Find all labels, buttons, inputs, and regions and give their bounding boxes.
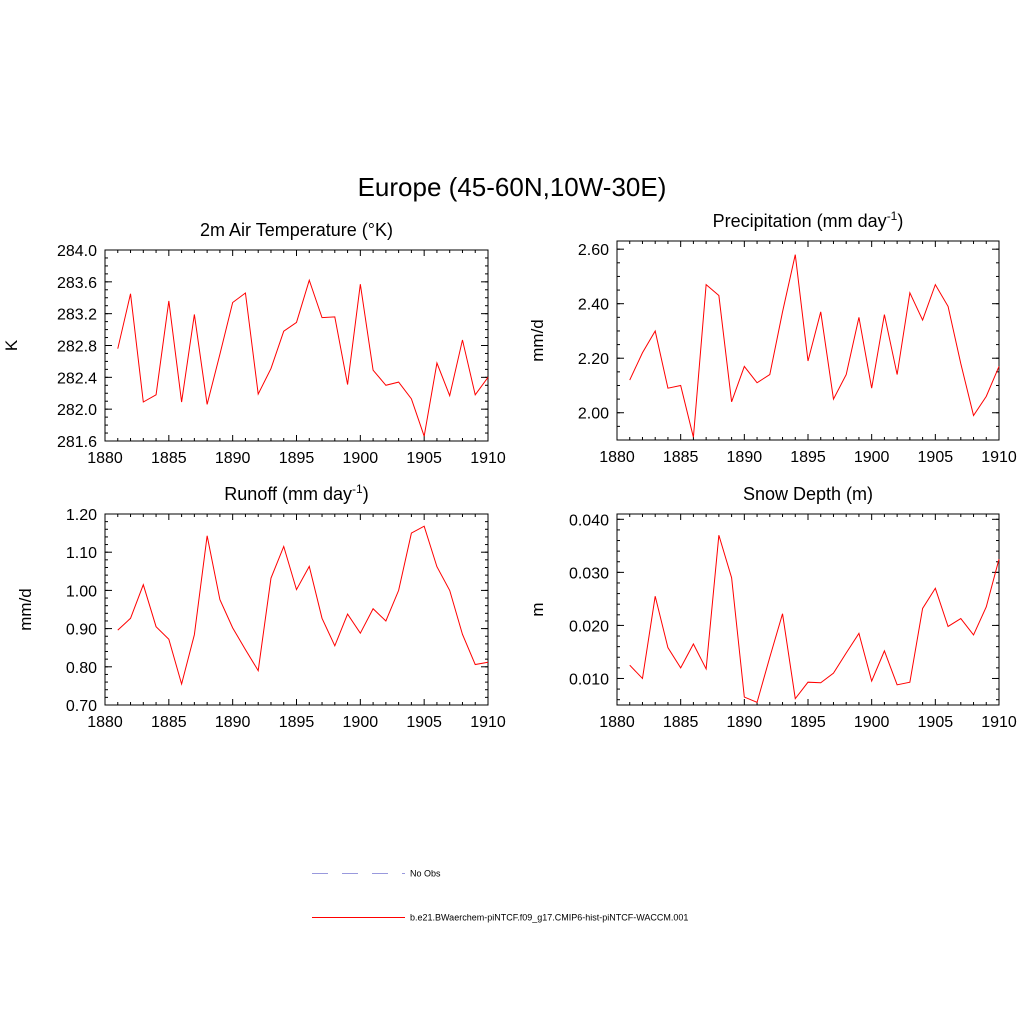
y-tick-label-0-80: 0.80 [66, 660, 97, 677]
legend-entry-no-obs: No Obs [312, 869, 441, 879]
chart-panel-2: 1880 1885 1890 1895 1900 1905 1910 2.00 2.20 2.40… [528, 209, 1017, 466]
x-tick-label-1900: 1900 [343, 714, 379, 731]
y-tick-label-283-6: 283.6 [57, 275, 97, 292]
y-axis-label: m [528, 602, 547, 616]
x-tick-label-1905: 1905 [918, 714, 954, 731]
y-tick-label-1-00: 1.00 [66, 583, 97, 600]
y-axis-label: mm/d [16, 588, 35, 631]
x-tick-label-1880: 1880 [599, 714, 635, 731]
y-tick-label-282-4: 282.4 [57, 370, 97, 387]
x-tick-label-1905: 1905 [918, 449, 954, 466]
chart-panel-1: 1880 1885 1890 1895 1900 1905 1910 281.6 282.0 28… [2, 220, 506, 467]
y-tick-label-0-70: 0.70 [66, 698, 97, 715]
series-line-1 [629, 254, 1000, 438]
y-tick-label-283-2: 283.2 [57, 307, 97, 324]
x-tick-label-1880: 1880 [87, 714, 123, 731]
y-axis-label: K [2, 339, 21, 351]
y-tick-label-2-60: 2.60 [578, 242, 609, 259]
y-tick-label-1-10: 1.10 [66, 545, 97, 562]
page-title: Europe (45-60N,10W-30E) [358, 172, 667, 202]
plot-frame [616, 513, 1000, 706]
y-tick-label-2-00: 2.00 [578, 406, 609, 423]
y-tick-label-282-0: 282.0 [57, 402, 97, 419]
x-tick-label-1905: 1905 [406, 450, 442, 467]
panel-title-precipitation-mm-day-1: Precipitation (mm day-1) [713, 209, 904, 231]
y-axis-label: mm/d [528, 319, 547, 362]
y-tick-label-2-20: 2.20 [578, 351, 609, 368]
legend-label-no-obs: No Obs [410, 869, 441, 879]
y-tick-label-282-8: 282.8 [57, 339, 97, 356]
x-tick-label-1900: 1900 [854, 449, 890, 466]
x-tick-label-1890: 1890 [215, 714, 251, 731]
x-tick-label-1885: 1885 [663, 449, 699, 466]
chart-panel-3: 1880 1885 1890 1895 1900 1905 1910 0.70 0.80 0.90… [16, 482, 506, 731]
panel-title-snow-depth-m: Snow Depth (m) [743, 484, 873, 504]
legend-entry-model: b.e21.BWaerchem-piNTCF.f09_g17.CMIP6-his… [312, 913, 688, 923]
legend-label-model: b.e21.BWaerchem-piNTCF.f09_g17.CMIP6-his… [410, 913, 688, 923]
y-tick-label-1-20: 1.20 [66, 507, 97, 524]
y-tick-label-0-020: 0.020 [569, 618, 609, 635]
x-tick-label-1895: 1895 [790, 714, 826, 731]
series-line-1 [117, 278, 489, 437]
x-tick-label-1895: 1895 [790, 449, 826, 466]
legend: No Obs b.e21.BWaerchem-piNTCF.f09_g17.CM… [312, 869, 688, 923]
x-tick-label-1890: 1890 [727, 714, 763, 731]
x-tick-label-1900: 1900 [854, 714, 890, 731]
x-tick-label-1880: 1880 [599, 449, 635, 466]
x-tick-label-1885: 1885 [151, 714, 187, 731]
y-tick-label-0-90: 0.90 [66, 622, 97, 639]
x-tick-label-1910: 1910 [981, 714, 1017, 731]
x-tick-label-1905: 1905 [406, 714, 442, 731]
x-tick-label-1895: 1895 [279, 450, 315, 467]
x-tick-label-1885: 1885 [663, 714, 699, 731]
x-tick-label-1910: 1910 [470, 714, 506, 731]
series-line-1 [629, 535, 1000, 704]
y-tick-label-0-010: 0.010 [569, 671, 609, 688]
y-tick-label-281-6: 281.6 [57, 434, 97, 451]
x-tick-label-1890: 1890 [215, 450, 251, 467]
x-tick-label-1910: 1910 [470, 450, 506, 467]
y-tick-label-0-030: 0.030 [569, 565, 609, 582]
y-tick-label-284-0: 284.0 [57, 243, 97, 260]
series-line-1 [117, 525, 489, 686]
y-tick-label-0-040: 0.040 [569, 512, 609, 529]
plot-frame [616, 240, 1000, 441]
x-tick-label-1895: 1895 [279, 714, 315, 731]
x-tick-label-1910: 1910 [981, 449, 1017, 466]
panel-title-runoff-mm-day-1: Runoff (mm day-1) [224, 482, 368, 504]
plot-frame [104, 513, 489, 706]
x-tick-label-1900: 1900 [343, 450, 379, 467]
x-tick-label-1880: 1880 [87, 450, 123, 467]
y-tick-label-2-40: 2.40 [578, 297, 609, 314]
chart-panel-4: 1880 1885 1890 1895 1900 1905 1910 0.010 0.020 0.… [528, 484, 1017, 731]
x-tick-label-1885: 1885 [151, 450, 187, 467]
panel-title-2m-air-temperature-k: 2m Air Temperature (°K) [200, 220, 393, 240]
x-tick-label-1890: 1890 [727, 449, 763, 466]
panels: 1880 1885 1890 1895 1900 1905 1910 281.6 282.0 28… [2, 209, 1017, 731]
